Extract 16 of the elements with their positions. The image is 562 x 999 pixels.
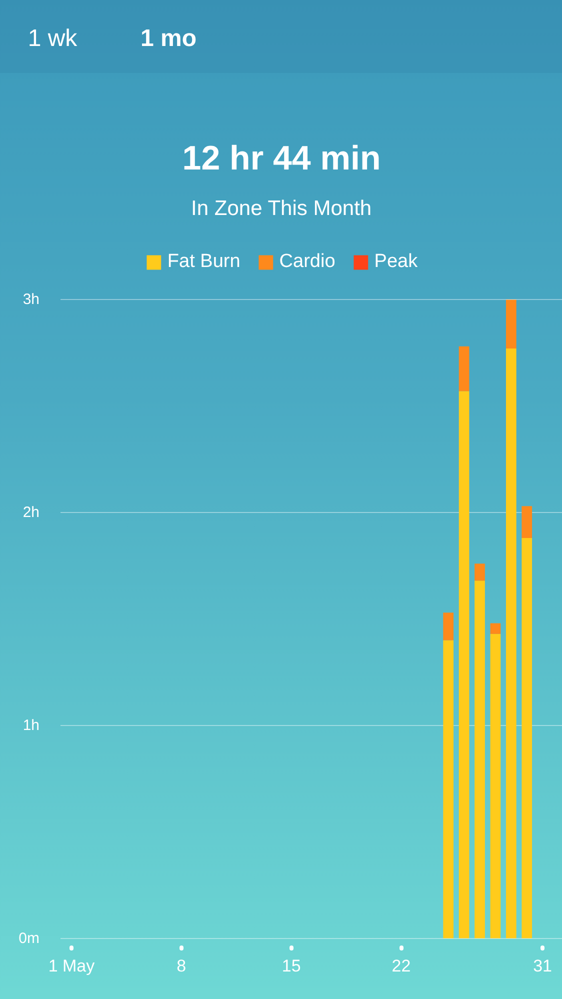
- legend-label: Fat Burn: [167, 251, 240, 273]
- text: 1 wk: [28, 25, 78, 52]
- x-tick-label: 1 May: [48, 956, 96, 976]
- chart-title: 12 hr 44 min: [182, 140, 381, 178]
- y-tick-label: 2h: [22, 504, 40, 521]
- x-tick-label: 8: [176, 956, 186, 976]
- chart-subtitle: In Zone This Month: [191, 197, 372, 220]
- x-tick-label: 31: [533, 956, 552, 976]
- x-tick-label: 22: [392, 956, 411, 976]
- x-tick-label: 15: [282, 956, 301, 976]
- y-tick-label: 3h: [22, 291, 40, 308]
- y-tick-label: 1h: [22, 717, 40, 734]
- text: 1 mo: [140, 25, 197, 52]
- legend-label: Cardio: [279, 251, 336, 273]
- legend-label: Peak: [374, 251, 418, 273]
- y-tick-label: 0m: [18, 930, 40, 947]
